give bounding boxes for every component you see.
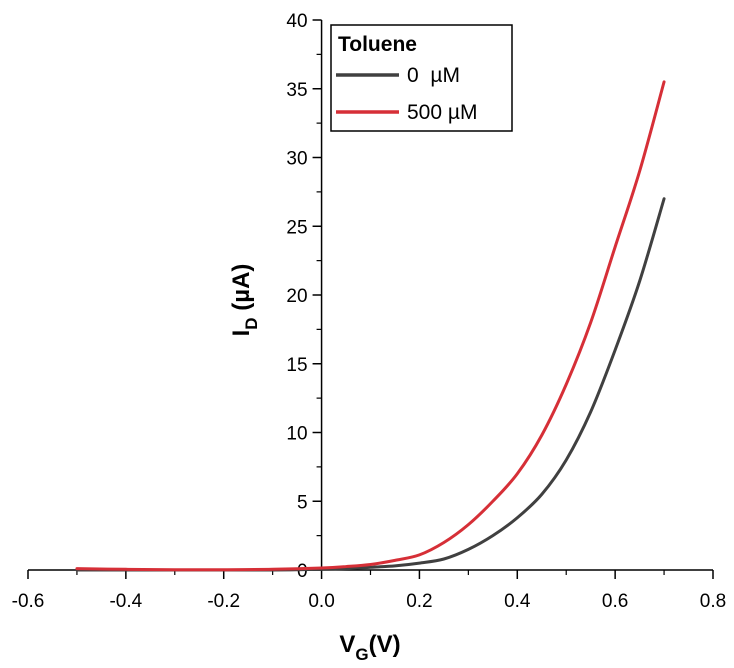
y-axis-title-sub: D: [242, 317, 261, 329]
x-tick-label: -0.6: [12, 591, 45, 612]
y-tick-label: 20: [286, 286, 307, 307]
x-tick-label: 0.4: [504, 591, 531, 612]
y-tick-label: 5: [297, 492, 308, 513]
y-tick-label: 30: [286, 149, 307, 170]
x-tick-label: -0.4: [109, 591, 142, 612]
x-axis-title-rest: (V): [369, 631, 401, 658]
x-axis-title-main: V: [339, 631, 355, 658]
y-axis-title-main: I: [228, 330, 255, 337]
legend-title: Toluene: [338, 33, 417, 56]
x-axis-title: VG(V): [339, 631, 400, 664]
y-axis-title: ID (µA): [228, 264, 261, 337]
series-0-uM-line: [75, 197, 666, 572]
legend: Toluene 0 µM 500 µM: [330, 24, 513, 132]
y-tick-label: 40: [286, 11, 307, 32]
series-500-uM-line: [75, 80, 666, 572]
y-axis-title-rest: (µA): [228, 264, 255, 318]
legend-label-500-uM: 500 µM: [407, 101, 477, 124]
y-tick-label: 0: [297, 561, 308, 582]
x-tick-label: 0.0: [308, 591, 334, 612]
y-tick-label: 10: [286, 424, 307, 445]
x-tick-label: 0.2: [406, 591, 432, 612]
plot-lines: [75, 80, 666, 572]
y-tick-label: 25: [286, 217, 307, 238]
legend-label-0-uM: 0 µM: [407, 64, 460, 87]
y-tick-label: 15: [286, 355, 307, 376]
y-tick-label: 35: [286, 80, 307, 101]
x-tick-label: -0.2: [207, 591, 240, 612]
x-tick-label: 0.6: [602, 591, 628, 612]
axes: -0.6 -0.4 -0.2 0.0 0.2 0.4 0.6 0.8 0 5 10 15 20 25 30 3…: [12, 11, 727, 612]
x-axis-title-sub: G: [355, 645, 368, 664]
x-tick-label: 0.8: [700, 591, 726, 612]
